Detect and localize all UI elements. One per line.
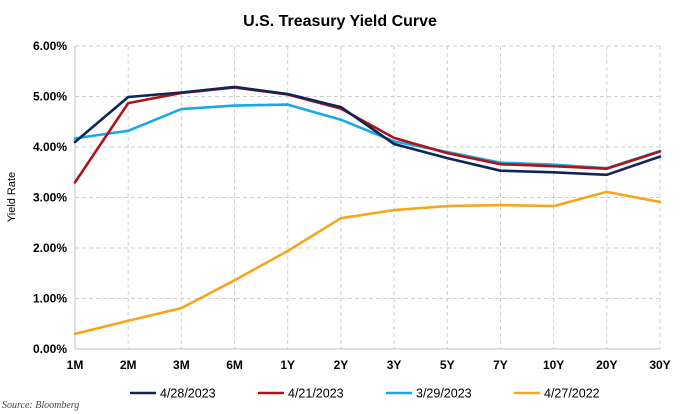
x-tick-label: 5Y	[440, 358, 455, 372]
y-tick-labels: 0.00% 1.00% 2.00% 3.00% 4.00% 5.00% 6.00%	[33, 39, 67, 356]
legend-label: 4/27/2022	[544, 387, 600, 401]
y-tick-label: 1.00%	[33, 292, 67, 306]
legend-label: 4/21/2023	[288, 387, 344, 401]
legend-item: 3/29/2023	[386, 387, 472, 401]
x-tick-labels: 1M 2M 3M 6M 1Y 2Y 3Y 5Y 7Y 10Y 20Y 30Y	[67, 358, 671, 372]
legend-item: 4/27/2022	[514, 387, 600, 401]
legend-label: 4/28/2023	[160, 387, 216, 401]
y-tick-label: 3.00%	[33, 191, 67, 205]
y-axis-title: Yield Rate	[6, 172, 18, 222]
x-tick-label: 1M	[67, 358, 84, 372]
x-tick-label: 3Y	[387, 358, 402, 372]
legend-label: 3/29/2023	[416, 387, 472, 401]
legend-item: 4/21/2023	[258, 387, 344, 401]
series-line-4-21-2023	[73, 86, 662, 184]
legend-item: 4/28/2023	[130, 387, 216, 401]
y-tick-label: 2.00%	[33, 241, 67, 255]
legend: 4/28/2023 4/21/2023 3/29/2023 4/27/2022	[130, 387, 600, 401]
axes	[74, 46, 660, 350]
x-tick-label: 20Y	[596, 358, 617, 372]
y-tick-label: 5.00%	[33, 90, 67, 104]
series-line-3-29-2023	[73, 103, 662, 170]
x-tick-label: 2M	[120, 358, 137, 372]
x-tick-label: 3M	[173, 358, 190, 372]
x-tick-label: 6M	[226, 358, 243, 372]
y-tick-label: 6.00%	[33, 39, 67, 53]
series-lines	[73, 85, 662, 336]
series-line-4-28-2023	[73, 85, 662, 177]
x-tick-label: 2Y	[334, 358, 349, 372]
x-tick-label: 10Y	[543, 358, 564, 372]
gridlines	[75, 45, 661, 349]
y-tick-label: 0.00%	[33, 342, 67, 356]
source-note: Source: Bloomberg	[2, 400, 79, 411]
series-line-4-27-2022	[73, 190, 662, 336]
y-tick-label: 4.00%	[33, 140, 67, 154]
chart-title: U.S. Treasury Yield Curve	[243, 13, 437, 30]
x-tick-label: 30Y	[649, 358, 670, 372]
x-tick-label: 1Y	[280, 358, 295, 372]
x-tick-label: 7Y	[493, 358, 508, 372]
